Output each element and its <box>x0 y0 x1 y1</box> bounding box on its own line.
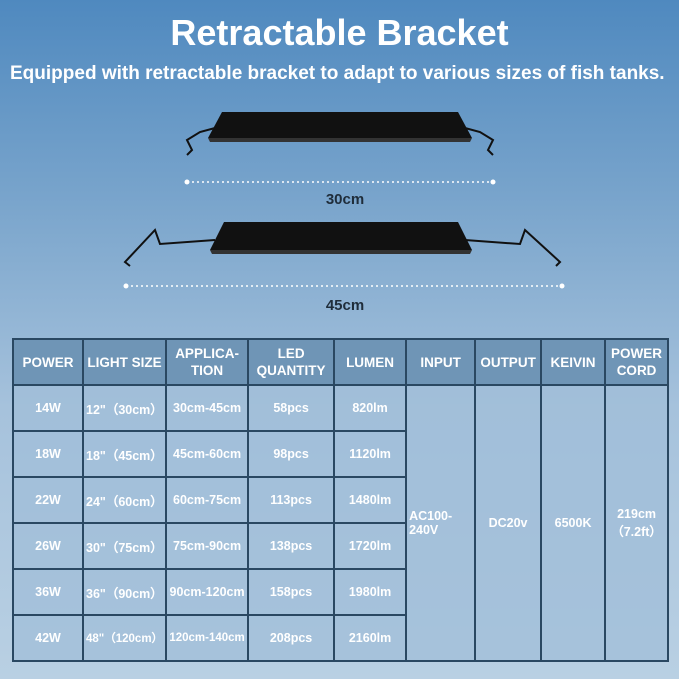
cell-power: 14W <box>12 384 84 432</box>
cell-input: AC100-240V <box>405 384 477 662</box>
table-row: 42W 48"（120cm） 120cm-140cm 208pcs 2160lm <box>12 614 668 662</box>
cell-kelvin: 6500K <box>540 384 607 662</box>
header-light-size: LIGHT SIZE <box>81 338 168 386</box>
cell-application: 60cm-75cm <box>165 476 250 524</box>
cell-power: 26W <box>12 522 84 570</box>
cell-light-size: 12"（30cm） <box>81 384 168 432</box>
cell-power-cord: 219cm（7.2ft） <box>604 384 670 662</box>
cell-lumen: 2160lm <box>333 614 408 662</box>
table-row: 36W 36"（90cm） 90cm-120cm 158pcs 1980lm <box>12 568 668 616</box>
page-title: Retractable Bracket <box>170 12 509 53</box>
dimension-label-30cm: 30cm <box>325 191 365 208</box>
cell-lumen: 820lm <box>333 384 408 432</box>
cell-power: 42W <box>12 614 84 662</box>
cell-lumen: 1480lm <box>333 476 408 524</box>
cell-light-size: 30"（75cm） <box>81 522 168 570</box>
subtitle: Equipped with retractable bracket to ada… <box>10 63 665 84</box>
table-row: 26W 30"（75cm） 75cm-90cm 138pcs 1720lm <box>12 522 668 570</box>
cell-light-size: 18"（45cm） <box>81 430 168 478</box>
cell-light-size: 36"（90cm） <box>81 568 168 616</box>
cell-led-quantity: 98pcs <box>247 430 336 478</box>
header-output: OUTPUT <box>474 338 543 386</box>
header-power-cord: POWER CORD <box>604 338 670 386</box>
header-application: APPLICA-TION <box>165 338 250 386</box>
cell-application: 120cm-140cm <box>165 614 250 662</box>
cell-application: 30cm-45cm <box>165 384 250 432</box>
header-led-quantity: LED QUANTITY <box>247 338 336 386</box>
light-illustrations <box>123 112 565 289</box>
table-header-row: POWER LIGHT SIZE APPLICA-TION LED QUANTI… <box>12 338 670 386</box>
light-30cm <box>184 112 496 185</box>
cell-power: 36W <box>12 568 84 616</box>
header-power: POWER <box>12 338 84 386</box>
header-lumen: LUMEN <box>333 338 408 386</box>
cell-lumen: 1980lm <box>333 568 408 616</box>
header-kelvin: KEIVIN <box>540 338 607 386</box>
cell-led-quantity: 208pcs <box>247 614 336 662</box>
spec-table: POWER LIGHT SIZE APPLICA-TION LED QUANTI… <box>12 338 670 662</box>
cell-light-size: 48"（120cm） <box>81 614 168 662</box>
table-row: 22W 24"（60cm） 60cm-75cm 113pcs 1480lm <box>12 476 668 524</box>
cell-output: DC20v <box>474 384 543 662</box>
header-input: INPUT <box>405 338 477 386</box>
cell-led-quantity: 158pcs <box>247 568 336 616</box>
cell-application: 75cm-90cm <box>165 522 250 570</box>
cell-lumen: 1720lm <box>333 522 408 570</box>
light-45cm <box>123 222 565 289</box>
cell-lumen: 1120lm <box>333 430 408 478</box>
cell-led-quantity: 113pcs <box>247 476 336 524</box>
table-row: 14W 12"（30cm） 30cm-45cm 58pcs 820lm AC10… <box>12 384 670 662</box>
cell-light-size: 24"（60cm） <box>81 476 168 524</box>
cell-application: 90cm-120cm <box>165 568 250 616</box>
cell-application: 45cm-60cm <box>165 430 250 478</box>
cell-led-quantity: 58pcs <box>247 384 336 432</box>
cell-led-quantity: 138pcs <box>247 522 336 570</box>
cell-power: 22W <box>12 476 84 524</box>
table-row: 18W 18"（45cm） 45cm-60cm 98pcs 1120lm <box>12 430 668 478</box>
dimension-label-45cm: 45cm <box>325 297 365 314</box>
cell-power: 18W <box>12 430 84 478</box>
